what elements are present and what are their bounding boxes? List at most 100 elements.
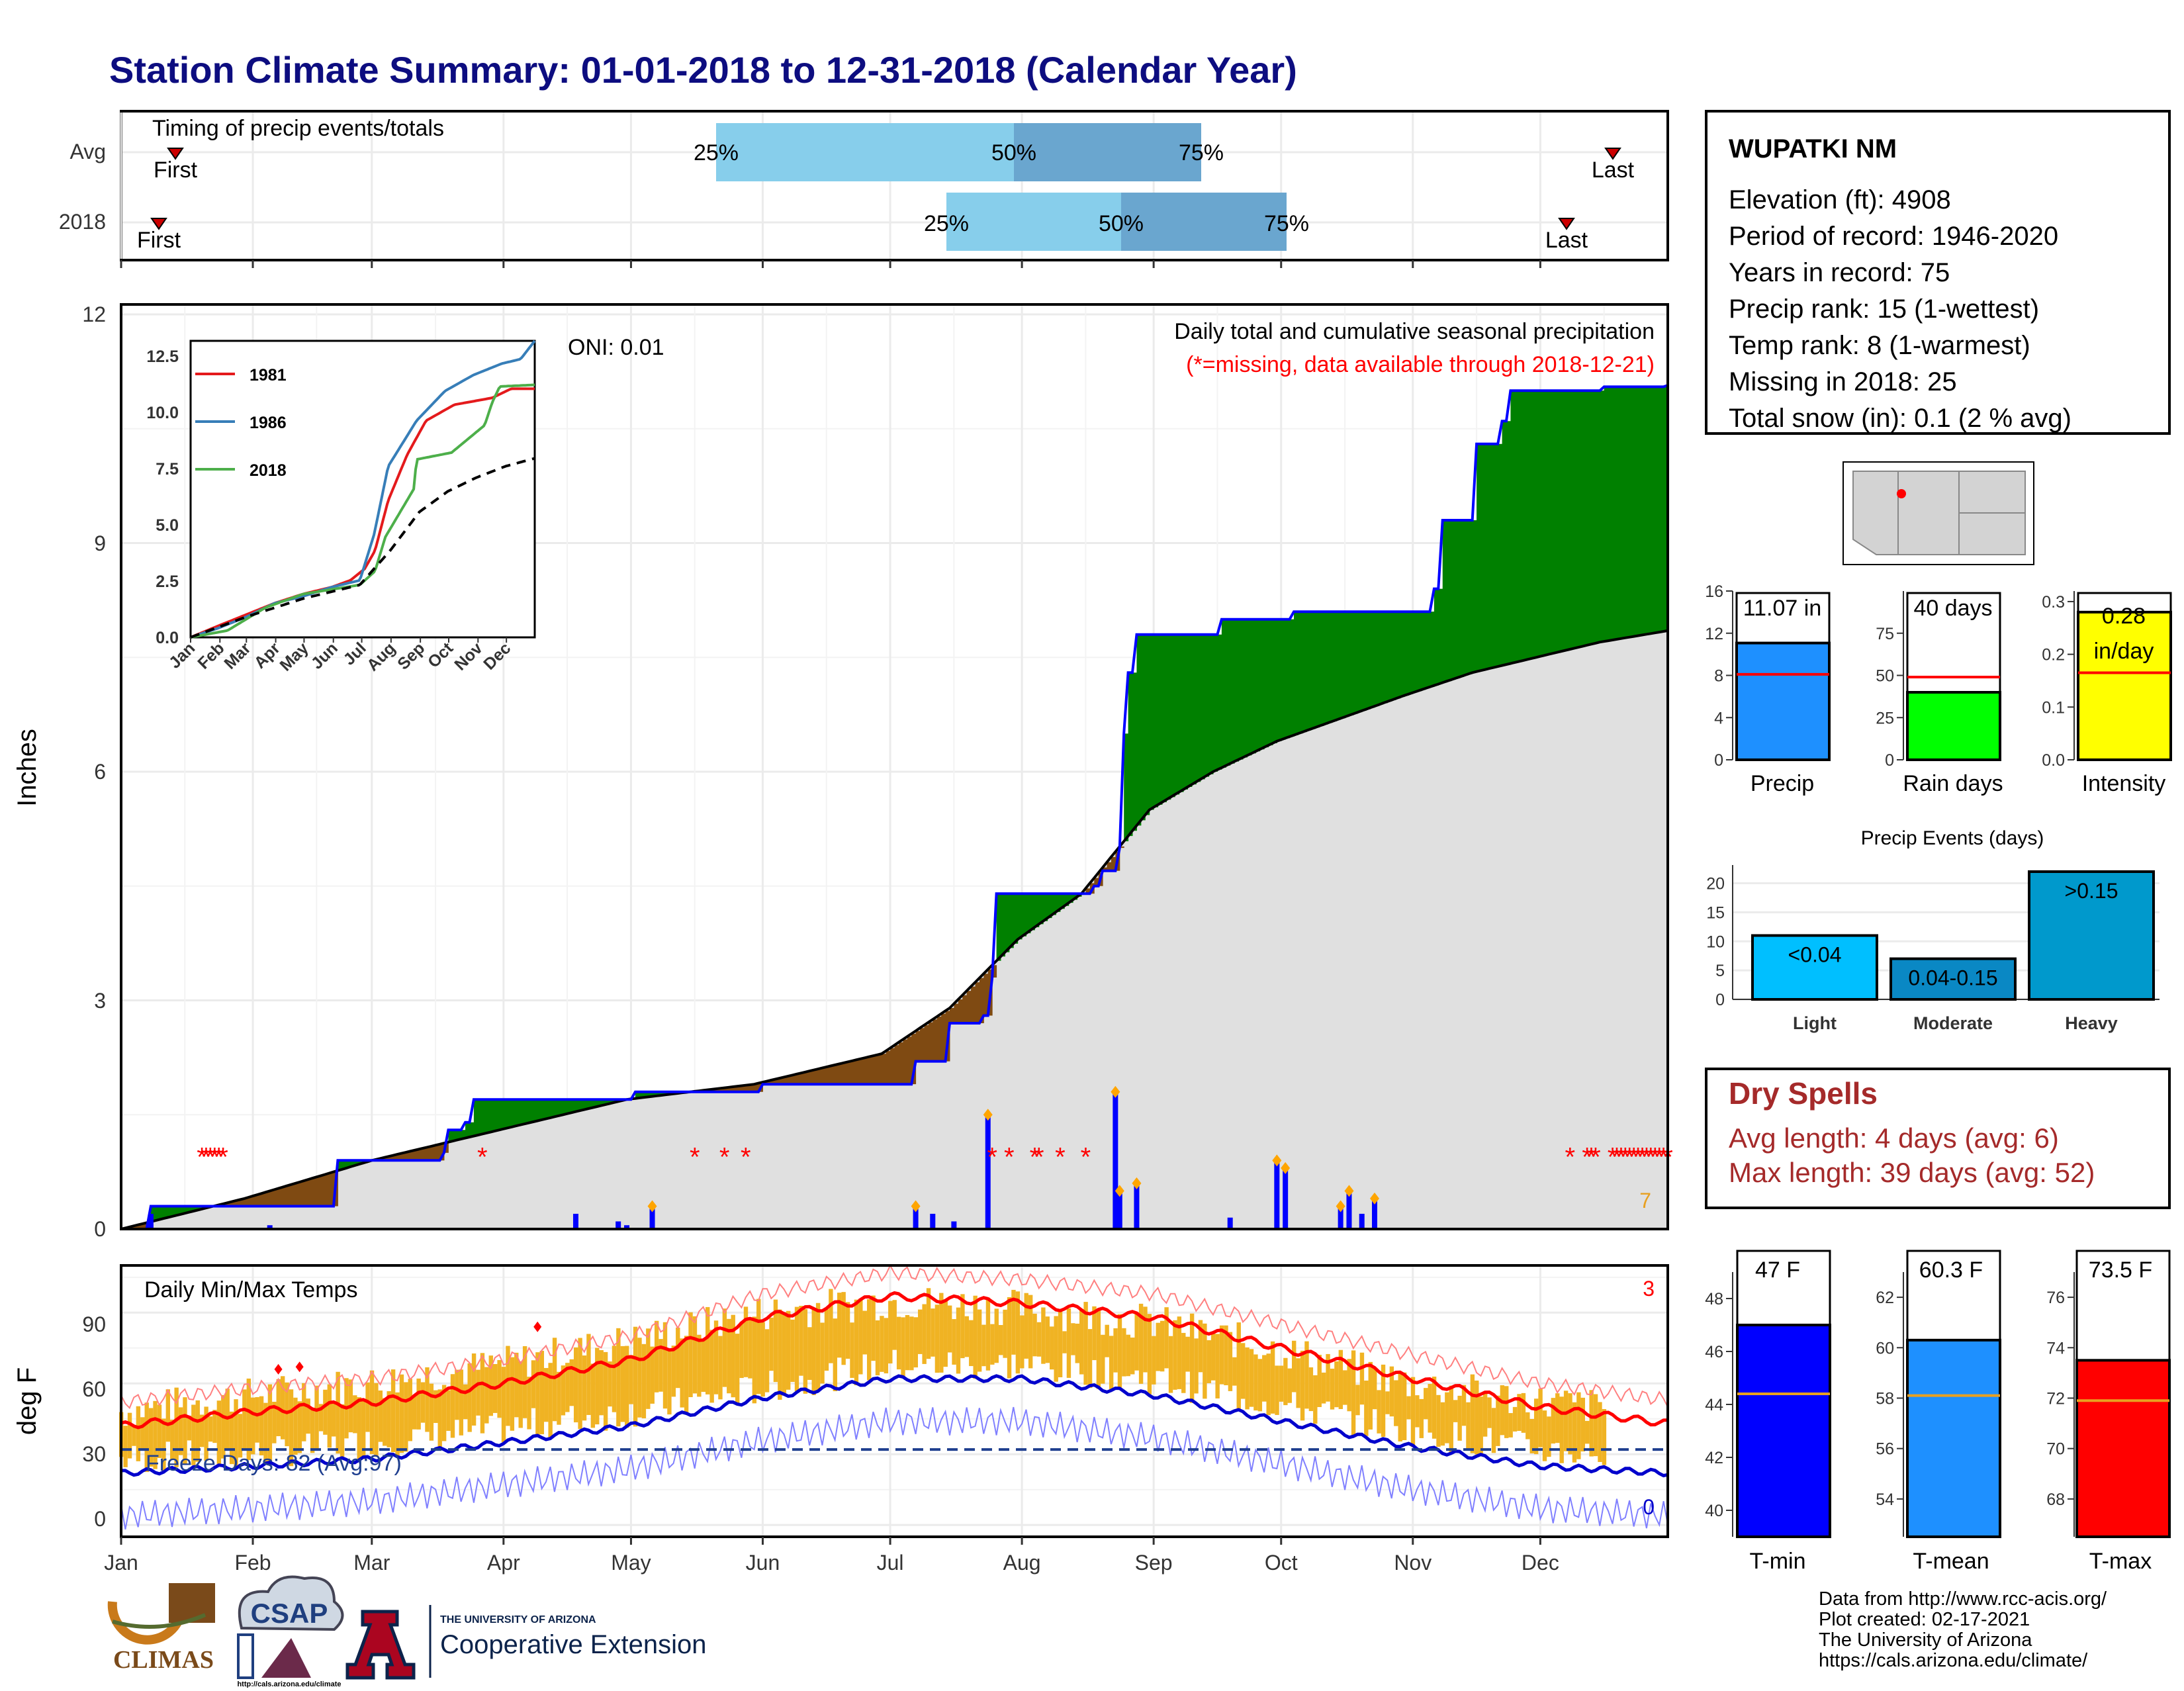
daily-temp-bar [144,1402,149,1473]
daily-temp-bar [548,1363,553,1438]
daily-temp-bar [1185,1336,1190,1372]
inset-ytick-0: 0.0 [156,629,179,647]
temp-bar-value [2075,1359,2171,1538]
daily-temp-bar [1292,1340,1297,1393]
daily-precip-bar [624,1225,630,1229]
daily-temp-bar [590,1363,596,1428]
mini-precip-label: Precip [1751,771,1814,796]
timing-row-avg-label: Avg [69,140,106,163]
daily-temp-bar [1138,1303,1144,1384]
daily-temp-bar [183,1397,187,1464]
daily-temp-bar [459,1369,464,1436]
daily-temp-bar [544,1367,549,1422]
daily-temp-bar [1508,1413,1513,1438]
daily-temp-bar [289,1389,294,1467]
daily-temp-bar [1007,1297,1012,1379]
precip-ytick-3: 3 [94,989,106,1013]
daily-temp-bar [476,1369,480,1416]
daily-precip-top-marker [1369,1192,1379,1205]
daily-temp-bar [1504,1386,1509,1438]
daily-temp-bar [361,1400,366,1459]
temp-bar-tmin: 40 42 44 46 48 [1705,1250,1831,1538]
daily-temp-bar [692,1316,698,1394]
daily-temp-bar [1406,1396,1411,1420]
missing-marker: * [1646,1143,1657,1172]
mini-chart-intensity: 0.0 0.1 0.2 0.3 [2042,591,2172,770]
tmax-value: 73.5 F [2089,1257,2152,1283]
daily-temp-bar [1041,1307,1046,1364]
missing-marker: * [218,1143,228,1172]
events-bar [1751,934,1878,1001]
station-info: WUPATKI NM Elevation (ft): 4908 Period o… [1705,110,2171,435]
temp-avg-min-line [121,1374,1668,1478]
events-tick-label: 10 [1706,933,1725,951]
daily-temp-bar [293,1397,298,1455]
daily-temp-bar [752,1316,757,1404]
daily-temp-bar [365,1382,370,1432]
map-arizona [1852,471,1899,555]
month-label: Dec [1522,1551,1559,1575]
daily-temp-bar [467,1363,472,1432]
daily-temp-bar [1359,1352,1365,1405]
daily-temp-bar [803,1308,808,1394]
daily-temp-bar [850,1322,854,1378]
daily-temp-bar [939,1293,944,1373]
daily-temp-bar [251,1397,255,1455]
record-high-marker [274,1363,283,1375]
daily-temp-bar [353,1395,357,1434]
daily-temp-bar [1547,1416,1551,1457]
daily-temp-bar [773,1299,778,1383]
missing-marker: * [1590,1143,1601,1172]
daily-temp-bar [1262,1355,1267,1402]
daily-temp-bar [1211,1333,1216,1381]
daily-temp-bar [1538,1389,1543,1447]
mini-tick-label: 0.2 [2042,646,2065,664]
daily-temp-bar [1343,1370,1347,1405]
daily-temp-bar [187,1415,192,1441]
daily-temp-bar [161,1418,166,1473]
daily-temp-bar [408,1379,412,1441]
mini-tick-label: 75 [1876,625,1894,643]
daily-temp-bar [1321,1372,1326,1404]
timing-avg-last-label: Last [1592,158,1635,183]
daily-temp-bar [1224,1325,1228,1386]
daily-temp-bar [480,1353,485,1434]
precip-below-area [125,846,1124,1229]
daily-temp-bar [463,1384,468,1420]
daily-temp-bar [931,1308,935,1357]
daily-temp-bar [854,1299,859,1386]
daily-temp-bar [990,1324,995,1365]
daily-temp-bar [612,1346,617,1412]
daily-temp-bar [1194,1338,1199,1394]
temp-record-max-line [120,1263,1668,1410]
daily-temp-bar [242,1389,247,1450]
daily-temp-bar [514,1352,519,1418]
footer-line-3: The University of Arizona [1819,1629,2032,1651]
daily-temp-bar [318,1404,324,1432]
daily-temp-bar [956,1307,961,1374]
daily-temp-bar [1521,1393,1526,1433]
mini-tick-label: 50 [1876,667,1894,686]
daily-temp-bar [1470,1374,1475,1453]
temp-daily-bars [119,1288,1607,1473]
daily-temp-bar [195,1400,200,1462]
daily-temp-bar [1147,1314,1152,1394]
temp-record-min-line [120,1406,1668,1530]
temp-bottom-count: 0 [1643,1495,1655,1519]
temp-ytick-60: 60 [82,1377,106,1401]
daily-temp-bar [332,1401,336,1437]
dry-spells-avg: Avg length: 4 days (avg: 6) [1729,1122,2059,1154]
temp-bar-tick-label: 72 [2046,1389,2065,1408]
temp-bar-tick-label: 58 [1876,1389,1894,1408]
daily-precip-bar [615,1221,621,1229]
footer-line-1: Data from http://www.rcc-acis.org/ [1819,1588,2107,1610]
missing-marker: * [1004,1143,1015,1172]
daily-temp-bar [1500,1385,1505,1436]
daily-temp-bar [1045,1316,1050,1363]
daily-precip-bar [1134,1183,1140,1229]
missing-marker: * [1616,1143,1627,1172]
daily-temp-bar [1062,1331,1067,1353]
precip-ytick-12: 12 [82,302,106,326]
daily-temp-bar [573,1347,578,1423]
